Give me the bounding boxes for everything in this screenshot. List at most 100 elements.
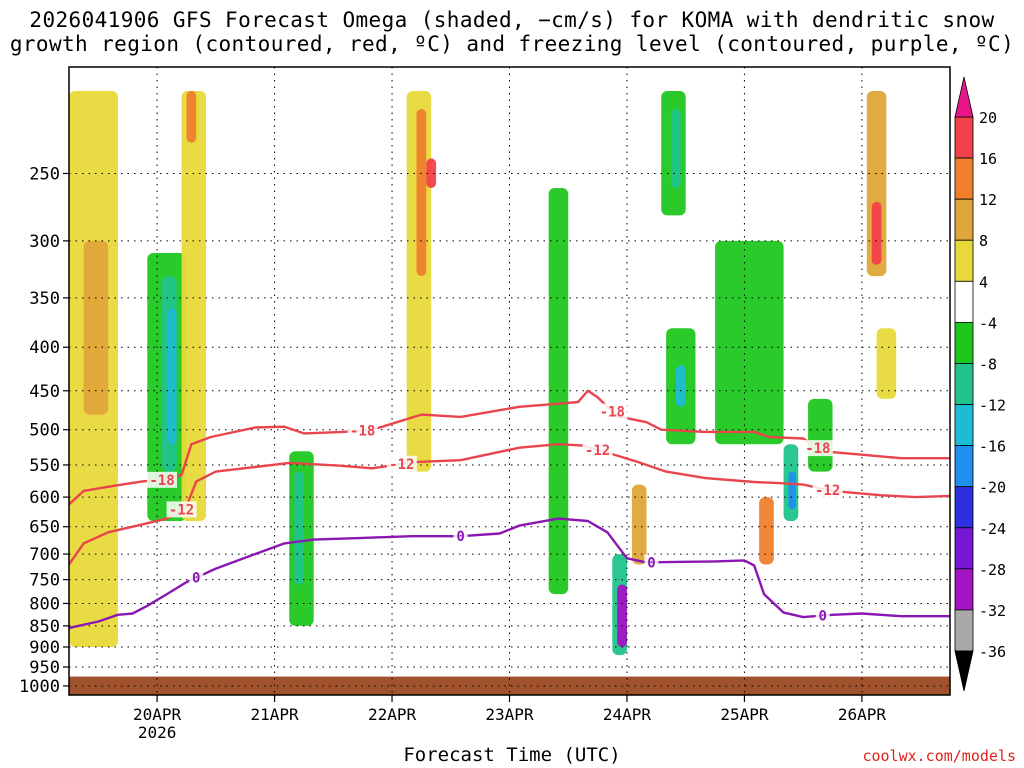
colorbar-bin-1 bbox=[954, 157, 974, 200]
y-tick-label-650: 650 bbox=[29, 518, 60, 538]
y-tick-label-350: 350 bbox=[29, 289, 60, 309]
y-tick-label-950: 950 bbox=[29, 658, 60, 678]
contour-label-bg-1-1 bbox=[386, 455, 417, 472]
omega-shade-5 bbox=[181, 91, 207, 521]
contour-layer: -18 -18 -18 -18 -12 -12 -12 -12 0 0 0 0 bbox=[69, 389, 950, 630]
grid-layer bbox=[69, 67, 950, 695]
colorbar-bin-5 bbox=[954, 321, 974, 364]
contour-label-bg-0-0 bbox=[146, 471, 177, 488]
contour-label-1-1: -12 bbox=[389, 457, 414, 473]
colorbar-label-4: 4 bbox=[979, 273, 988, 291]
contour-line-0 bbox=[69, 389, 950, 506]
colorbar-bin-2 bbox=[954, 198, 974, 241]
colorbar-bin-11 bbox=[954, 568, 974, 611]
omega-shading-layer bbox=[69, 91, 897, 656]
y-tick-label-250: 250 bbox=[29, 164, 60, 184]
omega-shade-20 bbox=[715, 240, 784, 445]
contour-label-2-2: 0 bbox=[647, 555, 655, 571]
colorbar: 20 16 12 8 4 -4 -8 -12 -16 -20 -24 -28 -32 -36 bbox=[954, 76, 1006, 692]
x-tick-sublabel-20APR: 2026 bbox=[138, 723, 177, 742]
contour-label-0-1: -18 bbox=[350, 423, 375, 439]
omega-shade-17 bbox=[671, 109, 681, 188]
y-tick-label-450: 450 bbox=[29, 382, 60, 402]
colorbar-top-arrow bbox=[954, 76, 974, 118]
contour-label-1-0: -12 bbox=[169, 502, 194, 518]
colorbar-bin-3 bbox=[954, 239, 974, 282]
x-tick-label-24APR: 24APR bbox=[603, 705, 652, 724]
omega-shade-21 bbox=[759, 497, 774, 565]
omega-shade-15 bbox=[631, 484, 647, 565]
omega-shade-10 bbox=[416, 109, 427, 277]
colorbar-label-5: -4 bbox=[979, 314, 997, 332]
colorbar-bottom-arrow bbox=[954, 650, 974, 692]
contour-label-0-3: -18 bbox=[805, 441, 830, 457]
colorbar-label-3: 8 bbox=[979, 232, 988, 250]
y-tick-label-850: 850 bbox=[29, 617, 60, 637]
contour-label-bg-2-2 bbox=[644, 554, 659, 571]
omega-shade-11 bbox=[426, 158, 437, 188]
colorbar-label-9: -20 bbox=[979, 479, 1006, 497]
colorbar-bin-8 bbox=[954, 445, 974, 488]
y-tick-label-500: 500 bbox=[29, 421, 60, 441]
y-tick-label-550: 550 bbox=[29, 456, 60, 476]
x-tick-label-20APR: 20APR bbox=[133, 705, 182, 724]
contour-label-bg-2-1 bbox=[453, 528, 468, 545]
colorbar-label-7: -12 bbox=[979, 397, 1006, 415]
contour-line-2 bbox=[69, 517, 950, 630]
contour-label-bg-2-3 bbox=[815, 607, 830, 624]
omega-shade-24 bbox=[808, 398, 833, 472]
contour-label-0-0: -18 bbox=[149, 473, 174, 489]
omega-shade-14 bbox=[617, 584, 627, 647]
source-credit: coolwx.com/models bbox=[862, 747, 1016, 765]
y-tick-label-750: 750 bbox=[29, 571, 60, 591]
contour-label-bg-1-3 bbox=[812, 481, 843, 498]
x-axis-title: Forecast Time (UTC) bbox=[403, 744, 621, 766]
contour-label-2-1: 0 bbox=[456, 529, 464, 545]
contour-label-bg-0-2 bbox=[597, 403, 628, 420]
omega-shade-1 bbox=[83, 240, 109, 415]
y-tick-label-700: 700 bbox=[29, 545, 60, 565]
colorbar-bin-12 bbox=[954, 609, 974, 652]
x-tick-label-23APR: 23APR bbox=[485, 705, 534, 724]
omega-shade-6 bbox=[186, 91, 197, 143]
colorbar-label-11: -28 bbox=[979, 561, 1006, 579]
y-tick-label-900: 900 bbox=[29, 638, 60, 658]
omega-shade-27 bbox=[876, 328, 897, 399]
contour-label-1-3: -12 bbox=[815, 483, 840, 499]
contour-label-2-3: 0 bbox=[819, 609, 827, 625]
colorbar-label-6: -8 bbox=[979, 355, 997, 373]
chart-title-line-2: growth region (contoured, red, ºC) and f… bbox=[9, 32, 1015, 56]
contour-label-bg-0-1 bbox=[347, 422, 378, 439]
x-tick-label-21APR: 21APR bbox=[250, 705, 299, 724]
x-tick-label-22APR: 22APR bbox=[368, 705, 417, 724]
contour-label-bg-2-0 bbox=[189, 569, 204, 586]
chart-title-line-1: 2026041906 GFS Forecast Omega (shaded, −… bbox=[29, 8, 995, 32]
contour-label-bg-1-2 bbox=[582, 441, 613, 458]
omega-shade-4 bbox=[166, 308, 177, 445]
contour-label-0-2: -18 bbox=[600, 405, 625, 421]
colorbar-label-12: -32 bbox=[979, 602, 1006, 620]
colorbar-bin-6 bbox=[954, 363, 974, 405]
y-axis: 2503003504004505005506006507007508008509… bbox=[19, 164, 69, 697]
colorbar-label-13: -36 bbox=[979, 643, 1006, 661]
contour-label-bg-1-0 bbox=[166, 501, 197, 518]
omega-shade-12 bbox=[548, 187, 569, 595]
y-tick-label-600: 600 bbox=[29, 488, 60, 508]
contour-label-bg-0-3 bbox=[802, 440, 833, 457]
colorbar-label-2: 12 bbox=[979, 191, 997, 209]
colorbar-label-10: -24 bbox=[979, 520, 1006, 538]
colorbar-label-8: -16 bbox=[979, 438, 1006, 456]
omega-shade-19 bbox=[675, 365, 686, 407]
y-tick-label-400: 400 bbox=[29, 338, 60, 358]
y-tick-label-1000: 1000 bbox=[19, 677, 60, 697]
x-tick-label-25APR: 25APR bbox=[720, 705, 769, 724]
contour-label-1-2: -12 bbox=[585, 443, 610, 459]
colorbar-bin-0 bbox=[954, 116, 974, 159]
colorbar-bin-10 bbox=[954, 527, 974, 570]
colorbar-bin-9 bbox=[954, 486, 974, 529]
colorbar-bin-7 bbox=[954, 404, 974, 447]
colorbar-label-0: 20 bbox=[979, 109, 997, 127]
omega-shade-8 bbox=[294, 471, 304, 585]
